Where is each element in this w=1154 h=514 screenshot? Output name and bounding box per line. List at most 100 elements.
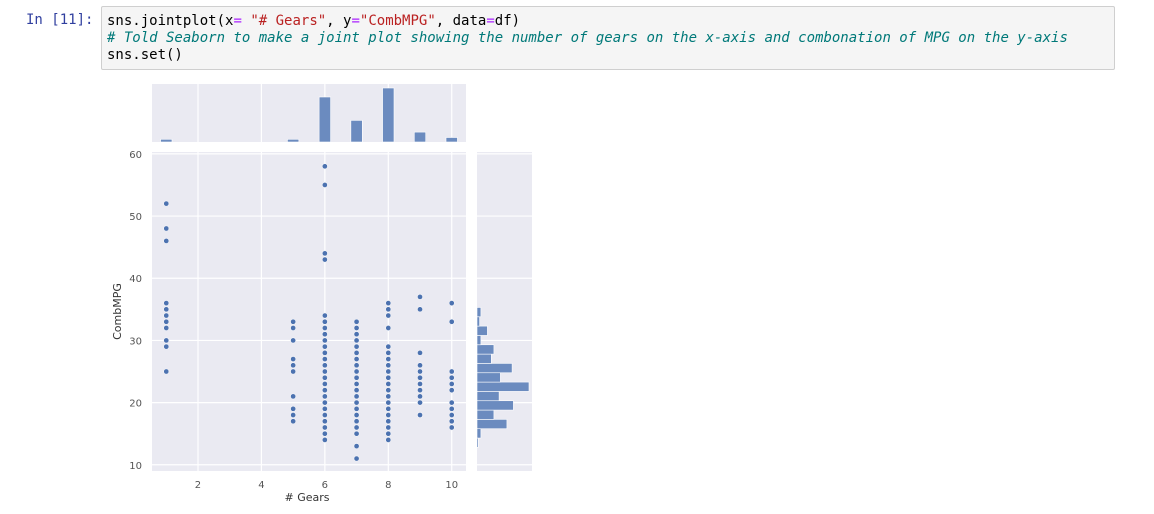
top-marginal-bar <box>160 138 173 143</box>
scatter-point <box>385 306 392 313</box>
scatter-point <box>163 325 170 331</box>
scatter-point <box>322 343 328 350</box>
scatter-point <box>353 387 360 394</box>
scatter-point <box>322 182 328 188</box>
right-marginal-bar <box>476 400 514 411</box>
scatter-point <box>163 238 170 244</box>
code-token: , data <box>435 13 487 29</box>
scatter-point <box>353 350 360 356</box>
scatter-point <box>353 443 360 449</box>
scatter-point <box>417 387 423 394</box>
scatter-point <box>448 424 455 431</box>
scatter-point <box>322 325 328 331</box>
scatter-point <box>353 455 360 462</box>
top-marginal-bar <box>414 131 427 143</box>
right-marginal-bar <box>476 335 482 346</box>
scatter-point <box>448 368 455 375</box>
right-marginal-bar <box>476 307 482 318</box>
scatter-point <box>353 362 360 369</box>
scatter-point <box>290 325 296 331</box>
x-tick-label: 2 <box>195 480 201 491</box>
scatter-point <box>322 430 328 437</box>
scatter-point <box>163 225 170 232</box>
scatter-point <box>417 393 423 400</box>
scatter-point <box>448 381 455 387</box>
scatter-point <box>163 312 170 319</box>
scatter-point <box>163 306 170 313</box>
y-tick-label: 60 <box>129 150 142 161</box>
scatter-point <box>322 424 328 431</box>
scatter-point <box>385 312 392 319</box>
code-comment: # Told Seaborn to make a joint plot show… <box>107 30 1068 46</box>
scatter-point <box>385 430 392 437</box>
code-token: sns.jointplot(x <box>107 13 234 29</box>
scatter-point <box>353 430 360 437</box>
code-operator: = <box>486 13 495 29</box>
code-token: , y <box>326 13 352 29</box>
x-tick-label: 8 <box>385 480 391 491</box>
y-tick-label: 20 <box>129 399 142 410</box>
x-axis-label: # Gears <box>285 491 330 504</box>
top-marginal-bar <box>318 96 331 143</box>
scatter-point <box>448 412 455 418</box>
x-tick-label: 6 <box>322 480 328 491</box>
right-marginal-bar <box>476 437 479 448</box>
scatter-point <box>322 405 328 412</box>
scatter-point <box>322 250 328 257</box>
cell-prompt: In [11]: <box>26 12 94 28</box>
scatter-point <box>385 325 392 331</box>
code-operator: = <box>351 13 360 29</box>
scatter-point <box>448 300 455 306</box>
right-marginal-bar <box>476 381 530 392</box>
x-tick-label: 4 <box>258 480 264 491</box>
scatter-point <box>417 306 423 313</box>
code-line-1: sns.jointplot(x= "# Gears", y="CombMPG",… <box>107 13 1114 30</box>
scatter-point <box>448 405 455 412</box>
right-marginal-bar <box>476 409 495 420</box>
scatter-point <box>322 381 328 387</box>
y-tick-label: 10 <box>129 461 142 472</box>
top-marginal-background <box>152 84 466 142</box>
top-marginal-bar <box>287 138 300 143</box>
scatter-point <box>322 362 328 369</box>
scatter-point <box>448 318 455 325</box>
scatter-point <box>290 412 296 418</box>
top-marginal-bar <box>382 87 395 143</box>
scatter-point <box>385 343 392 350</box>
code-string: "# Gears" <box>250 13 327 29</box>
scatter-point <box>290 362 296 369</box>
right-marginal-bar <box>476 419 508 430</box>
scatter-point <box>353 399 360 406</box>
scatter-point <box>353 325 360 331</box>
scatter-point <box>322 412 328 418</box>
scatter-point <box>448 418 455 425</box>
scatter-point <box>353 331 360 338</box>
scatter-point <box>417 381 423 387</box>
code-line-3: sns.set() <box>107 47 183 63</box>
scatter-point <box>290 356 296 362</box>
scatter-point <box>417 374 423 381</box>
code-string: "CombMPG" <box>359 13 436 29</box>
scatter-point <box>353 412 360 418</box>
scatter-point <box>322 399 328 406</box>
right-marginal-bar <box>476 325 488 336</box>
scatter-point <box>163 337 170 344</box>
top-marginal-bar <box>445 137 458 143</box>
scatter-point <box>322 418 328 425</box>
scatter-point <box>322 337 328 344</box>
scatter-point <box>290 318 296 325</box>
scatter-point <box>353 424 360 431</box>
right-marginal-bar <box>476 372 501 383</box>
x-tick-label: 10 <box>445 480 458 491</box>
scatter-point <box>417 294 423 300</box>
y-tick-label: 40 <box>129 274 142 285</box>
code-cell-input[interactable]: sns.jointplot(x= "# Gears", y="CombMPG",… <box>101 6 1115 70</box>
right-marginal-bar <box>476 363 513 374</box>
scatter-point <box>448 374 455 381</box>
right-marginal-bar <box>476 353 492 364</box>
scatter-point <box>353 405 360 412</box>
scatter-point <box>417 362 423 369</box>
scatter-point <box>290 418 296 425</box>
scatter-point <box>290 337 296 344</box>
scatter-point <box>322 350 328 356</box>
